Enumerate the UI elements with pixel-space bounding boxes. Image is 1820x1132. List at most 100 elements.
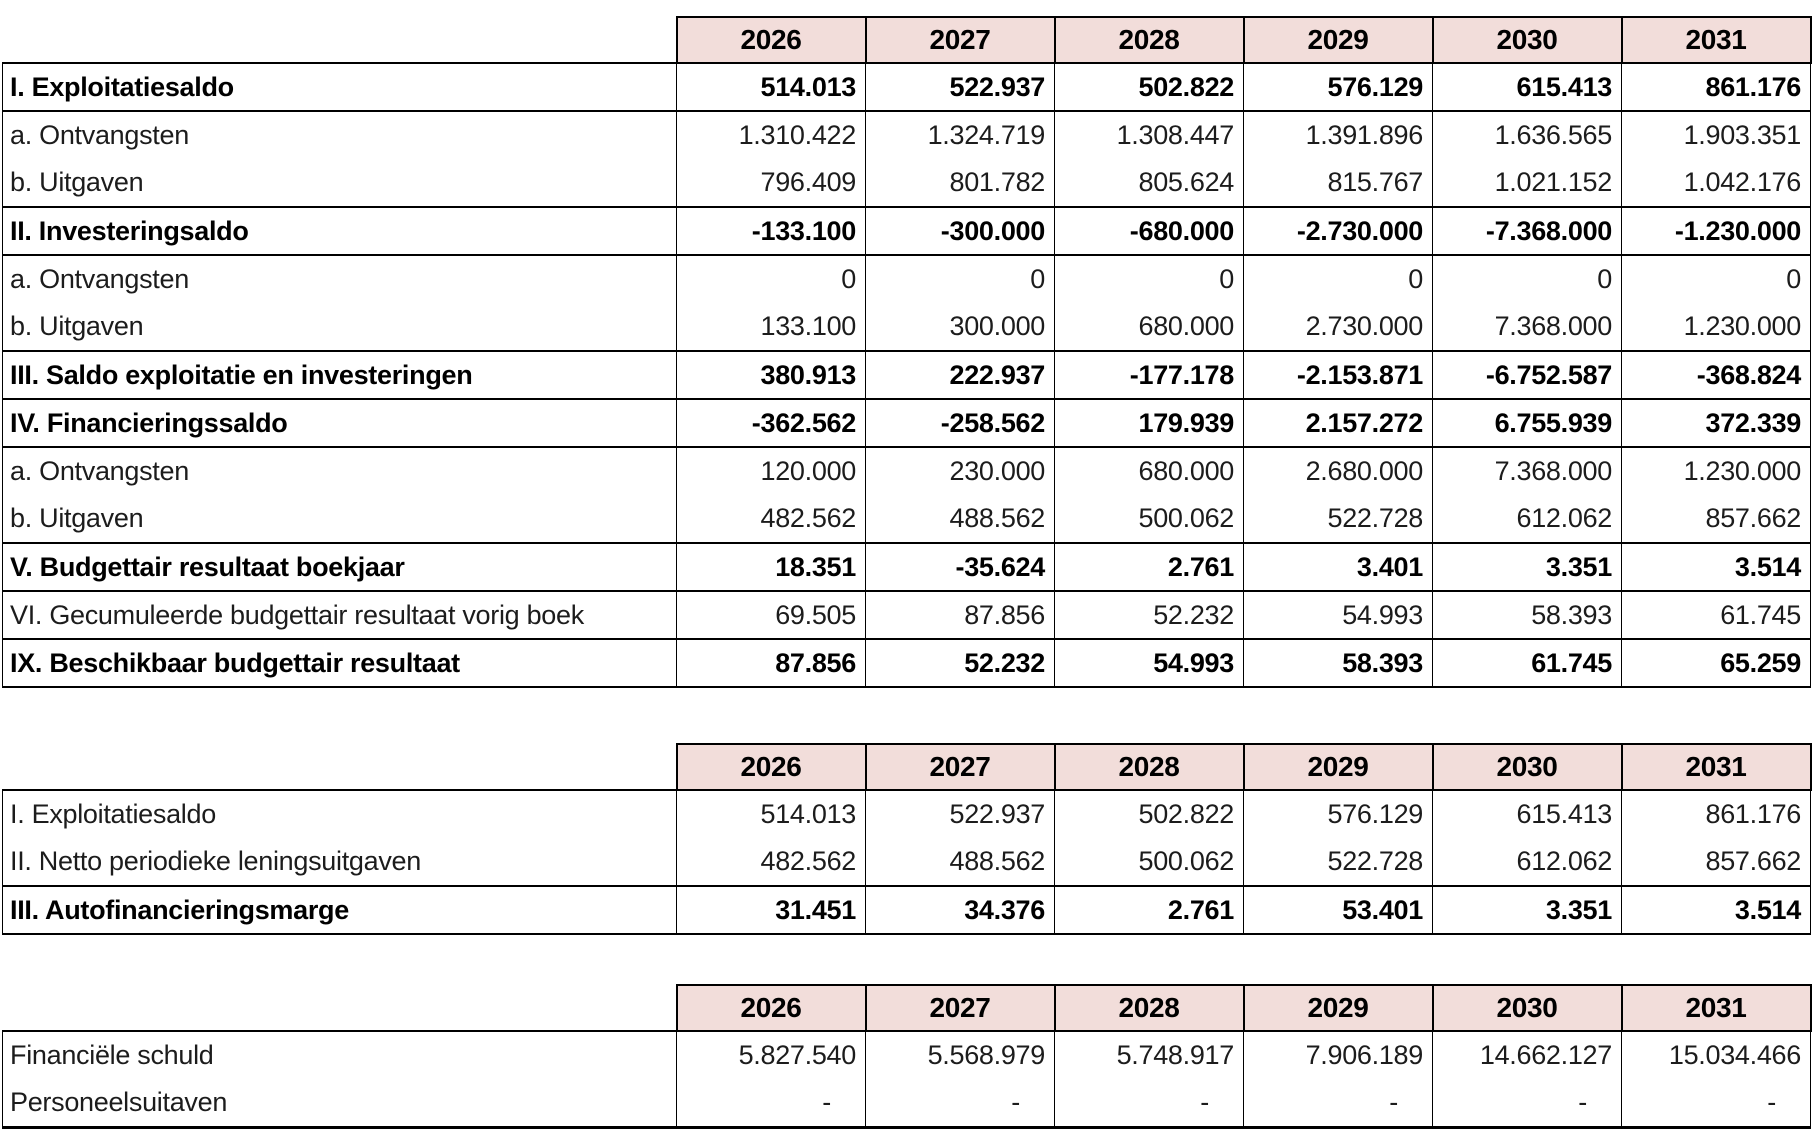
- table-header-row: 2026 2027 2028 2029 2030 2031: [2, 16, 1812, 64]
- value-cell: 612.062: [1432, 495, 1622, 543]
- row-label: a. Ontvangsten: [2, 447, 677, 495]
- value-cell: 861.176: [1621, 62, 1811, 112]
- value-cell: 18.351: [676, 542, 866, 592]
- year-header-cell: 2031: [1620, 984, 1812, 1032]
- value-cell: 3.351: [1432, 542, 1622, 592]
- row-label: III. Saldo exploitatie en investeringen: [2, 350, 677, 400]
- value-cell: 58.393: [1243, 638, 1433, 688]
- value-cell: -7.368.000: [1432, 206, 1622, 256]
- value-cell: 69.505: [676, 591, 866, 639]
- year-header-cell: 2031: [1620, 743, 1812, 791]
- table-row: IV. Financieringssaldo -362.562 -258.562…: [2, 398, 1811, 448]
- row-label: IX. Beschikbaar budgettair resultaat: [2, 638, 677, 688]
- value-cell: 488.562: [865, 838, 1055, 886]
- row-label: a. Ontvangsten: [2, 255, 677, 303]
- value-cell: 680.000: [1054, 447, 1244, 495]
- value-cell: 300.000: [865, 303, 1055, 351]
- value-cell: -1.230.000: [1621, 206, 1811, 256]
- value-cell: 1.636.565: [1432, 111, 1622, 159]
- year-header-cell: 2026: [675, 16, 867, 64]
- value-cell: 14.662.127: [1432, 1030, 1622, 1079]
- value-cell: 380.913: [676, 350, 866, 400]
- corner-cell: [2, 17, 677, 63]
- year-header-cell: 2029: [1242, 743, 1434, 791]
- budget-result-table: 2026 2027 2028 2029 2030 2031 I. Exploit…: [2, 16, 1812, 688]
- table-row: I. Exploitatiesaldo 514.013 522.937 502.…: [2, 62, 1811, 112]
- value-cell: 0: [1243, 255, 1433, 303]
- table-header-row: 2026 2027 2028 2029 2030 2031: [2, 743, 1812, 791]
- value-cell: -: [1054, 1079, 1244, 1129]
- table-row: a. Ontvangsten 1.310.422 1.324.719 1.308…: [2, 111, 1811, 159]
- value-cell: 796.409: [676, 159, 866, 207]
- year-header-cell: 2027: [864, 743, 1056, 791]
- value-cell: 576.129: [1243, 789, 1433, 838]
- corner-cell: [2, 744, 677, 790]
- value-cell: 5.568.979: [865, 1030, 1055, 1079]
- value-cell: 502.822: [1054, 789, 1244, 838]
- value-cell: 612.062: [1432, 838, 1622, 886]
- row-label: b. Uitgaven: [2, 495, 677, 543]
- value-cell: 522.728: [1243, 495, 1433, 543]
- value-cell: 52.232: [1054, 591, 1244, 639]
- value-cell: 5.748.917: [1054, 1030, 1244, 1079]
- value-cell: 576.129: [1243, 62, 1433, 112]
- value-cell: 0: [1432, 255, 1622, 303]
- value-cell: 2.157.272: [1243, 398, 1433, 448]
- row-label: I. Exploitatiesaldo: [2, 62, 677, 112]
- value-cell: 861.176: [1621, 789, 1811, 838]
- value-cell: 680.000: [1054, 303, 1244, 351]
- value-cell: 522.937: [865, 789, 1055, 838]
- value-cell: 7.906.189: [1243, 1030, 1433, 1079]
- value-cell: 3.514: [1621, 542, 1811, 592]
- value-cell: 2.761: [1054, 542, 1244, 592]
- value-cell: 2.680.000: [1243, 447, 1433, 495]
- value-cell: 7.368.000: [1432, 303, 1622, 351]
- year-header-cell: 2030: [1431, 984, 1623, 1032]
- value-cell: -258.562: [865, 398, 1055, 448]
- year-header-cell: 2029: [1242, 16, 1434, 64]
- table-row: a. Ontvangsten 0 0 0 0 0 0: [2, 255, 1811, 303]
- value-cell: 857.662: [1621, 495, 1811, 543]
- value-cell: 31.451: [676, 885, 866, 935]
- table-row: III. Saldo exploitatie en investeringen …: [2, 350, 1811, 400]
- row-label: II. Netto periodieke leningsuitgaven: [2, 838, 677, 886]
- value-cell: -: [865, 1079, 1055, 1129]
- value-cell: -: [1621, 1079, 1811, 1129]
- value-cell: 3.351: [1432, 885, 1622, 935]
- value-cell: 0: [676, 255, 866, 303]
- row-label: b. Uitgaven: [2, 159, 677, 207]
- table-row: b. Uitgaven 133.100 300.000 680.000 2.73…: [2, 303, 1811, 351]
- value-cell: 54.993: [1054, 638, 1244, 688]
- year-header-cell: 2031: [1620, 16, 1812, 64]
- value-cell: 522.728: [1243, 838, 1433, 886]
- value-cell: 500.062: [1054, 838, 1244, 886]
- row-label: Financiële schuld: [2, 1030, 677, 1079]
- value-cell: 179.939: [1054, 398, 1244, 448]
- table-row: II. Investeringsaldo -133.100 -300.000 -…: [2, 206, 1811, 256]
- value-cell: 1.230.000: [1621, 447, 1811, 495]
- value-cell: -6.752.587: [1432, 350, 1622, 400]
- corner-cell: [2, 985, 677, 1031]
- value-cell: -: [1243, 1079, 1433, 1129]
- value-cell: 514.013: [676, 789, 866, 838]
- value-cell: 6.755.939: [1432, 398, 1622, 448]
- value-cell: 3.401: [1243, 542, 1433, 592]
- value-cell: 3.514: [1621, 885, 1811, 935]
- autofinancing-table: 2026 2027 2028 2029 2030 2031 I. Exploit…: [2, 743, 1812, 935]
- value-cell: 514.013: [676, 62, 866, 112]
- value-cell: 58.393: [1432, 591, 1622, 639]
- table-row: III. Autofinancieringsmarge 31.451 34.37…: [2, 885, 1811, 935]
- value-cell: 615.413: [1432, 789, 1622, 838]
- year-header-cell: 2030: [1431, 16, 1623, 64]
- row-label: V. Budgettair resultaat boekjaar: [2, 542, 677, 592]
- value-cell: 65.259: [1621, 638, 1811, 688]
- value-cell: 87.856: [865, 591, 1055, 639]
- value-cell: 857.662: [1621, 838, 1811, 886]
- value-cell: 500.062: [1054, 495, 1244, 543]
- value-cell: 0: [1621, 255, 1811, 303]
- table-row: I. Exploitatiesaldo 514.013 522.937 502.…: [2, 789, 1811, 838]
- row-label: III. Autofinancieringsmarge: [2, 885, 677, 935]
- value-cell: 522.937: [865, 62, 1055, 112]
- value-cell: 5.827.540: [676, 1030, 866, 1079]
